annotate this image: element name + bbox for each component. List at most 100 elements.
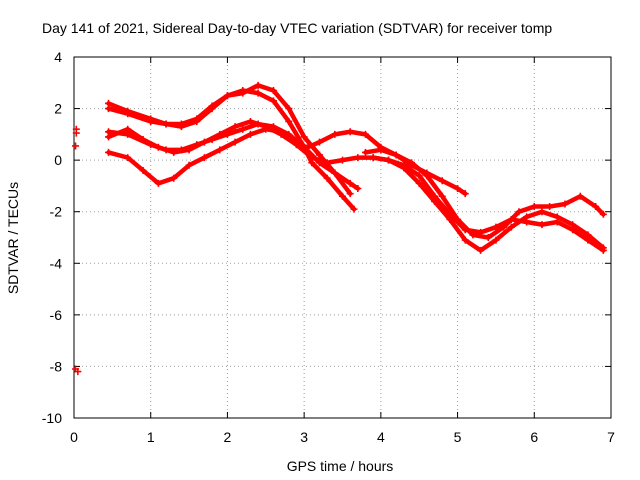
data-point bbox=[231, 123, 239, 131]
data-point bbox=[400, 164, 408, 172]
y-tick-label: -8 bbox=[50, 358, 63, 374]
x-tick-label: 6 bbox=[530, 429, 538, 445]
data-point bbox=[308, 154, 316, 162]
data-point bbox=[239, 125, 247, 133]
data-point bbox=[546, 203, 554, 211]
data-point bbox=[599, 210, 607, 218]
data-point bbox=[492, 236, 500, 244]
data-point bbox=[162, 120, 170, 128]
series-line bbox=[370, 155, 606, 253]
data-point bbox=[200, 138, 208, 146]
data-point bbox=[346, 179, 354, 187]
data-point bbox=[446, 215, 454, 223]
data-point bbox=[507, 223, 515, 231]
data-point bbox=[538, 221, 546, 229]
series-layer bbox=[72, 81, 607, 376]
data-point bbox=[170, 174, 178, 182]
data-point bbox=[339, 192, 346, 200]
y-tick-label: -10 bbox=[42, 410, 62, 426]
data-point bbox=[438, 177, 446, 185]
data-point bbox=[350, 205, 358, 213]
plot-frame bbox=[73, 56, 612, 419]
data-point bbox=[216, 130, 224, 138]
data-point bbox=[231, 138, 239, 146]
data-point bbox=[170, 148, 178, 156]
x-axis-title: GPS time / hours bbox=[287, 458, 394, 474]
data-point bbox=[492, 223, 500, 231]
data-point bbox=[147, 117, 155, 125]
data-point bbox=[415, 179, 423, 187]
series-track-7 bbox=[369, 154, 607, 254]
isolated-point bbox=[72, 129, 80, 137]
data-point bbox=[177, 120, 185, 128]
data-point bbox=[454, 215, 462, 223]
data-point bbox=[254, 89, 262, 97]
data-point bbox=[246, 130, 254, 138]
data-point bbox=[331, 169, 339, 177]
y-tick-label: -4 bbox=[50, 255, 63, 271]
data-point bbox=[515, 208, 523, 216]
data-point bbox=[185, 161, 193, 169]
data-point bbox=[584, 231, 592, 239]
data-point bbox=[200, 154, 208, 162]
y-tick-label: 4 bbox=[54, 49, 62, 65]
data-point bbox=[346, 190, 354, 198]
data-point bbox=[431, 197, 439, 205]
data-point bbox=[576, 192, 584, 200]
data-point bbox=[538, 208, 546, 216]
y-tick-label: -6 bbox=[50, 307, 63, 323]
data-point bbox=[304, 143, 312, 151]
x-tick-label: 0 bbox=[70, 429, 78, 445]
x-tick-label: 1 bbox=[147, 429, 155, 445]
y-axis-title: SDTVAR / TECUs bbox=[5, 182, 21, 294]
data-point bbox=[477, 246, 485, 254]
data-point bbox=[592, 203, 600, 211]
data-point bbox=[438, 192, 446, 200]
data-point bbox=[569, 221, 577, 229]
data-point bbox=[392, 151, 400, 159]
isolated-point bbox=[74, 368, 82, 376]
data-point bbox=[561, 200, 569, 208]
data-point bbox=[323, 174, 331, 182]
data-point bbox=[124, 154, 132, 162]
data-point bbox=[553, 213, 561, 221]
data-point bbox=[105, 105, 113, 113]
data-point bbox=[262, 125, 270, 133]
data-point bbox=[469, 231, 477, 239]
data-point bbox=[216, 146, 224, 154]
data-point bbox=[154, 143, 162, 151]
data-point bbox=[354, 154, 362, 162]
data-point bbox=[362, 148, 370, 156]
data-point bbox=[269, 97, 277, 105]
data-point bbox=[223, 92, 231, 100]
y-tick-label: -2 bbox=[50, 204, 63, 220]
data-point bbox=[423, 172, 431, 180]
data-point bbox=[269, 87, 277, 95]
data-point bbox=[315, 151, 323, 159]
y-tick-label: 0 bbox=[54, 152, 62, 168]
data-point bbox=[454, 185, 462, 193]
x-tick-label: 2 bbox=[224, 429, 232, 445]
data-point bbox=[354, 185, 362, 193]
axis-ticks: 0 1 2 3 4 5 6 7 -10 -8 -6 -4 -2 0 2 4 bbox=[42, 49, 615, 445]
data-point bbox=[415, 172, 423, 180]
data-point bbox=[484, 234, 492, 241]
data-point bbox=[285, 105, 293, 113]
grid bbox=[74, 57, 611, 418]
data-point bbox=[124, 110, 132, 118]
isolated-point bbox=[72, 142, 80, 150]
data-point bbox=[185, 146, 193, 154]
x-tick-label: 3 bbox=[300, 429, 308, 445]
chart-title: Day 141 of 2021, Sidereal Day-to-day VTE… bbox=[42, 20, 552, 36]
data-point bbox=[285, 117, 293, 125]
data-point bbox=[331, 130, 339, 138]
series-track-6 bbox=[362, 146, 607, 241]
data-point bbox=[246, 117, 254, 125]
data-point bbox=[461, 190, 469, 198]
data-point bbox=[500, 223, 508, 231]
data-point bbox=[530, 203, 538, 211]
data-point bbox=[277, 128, 285, 136]
data-point bbox=[315, 138, 323, 146]
